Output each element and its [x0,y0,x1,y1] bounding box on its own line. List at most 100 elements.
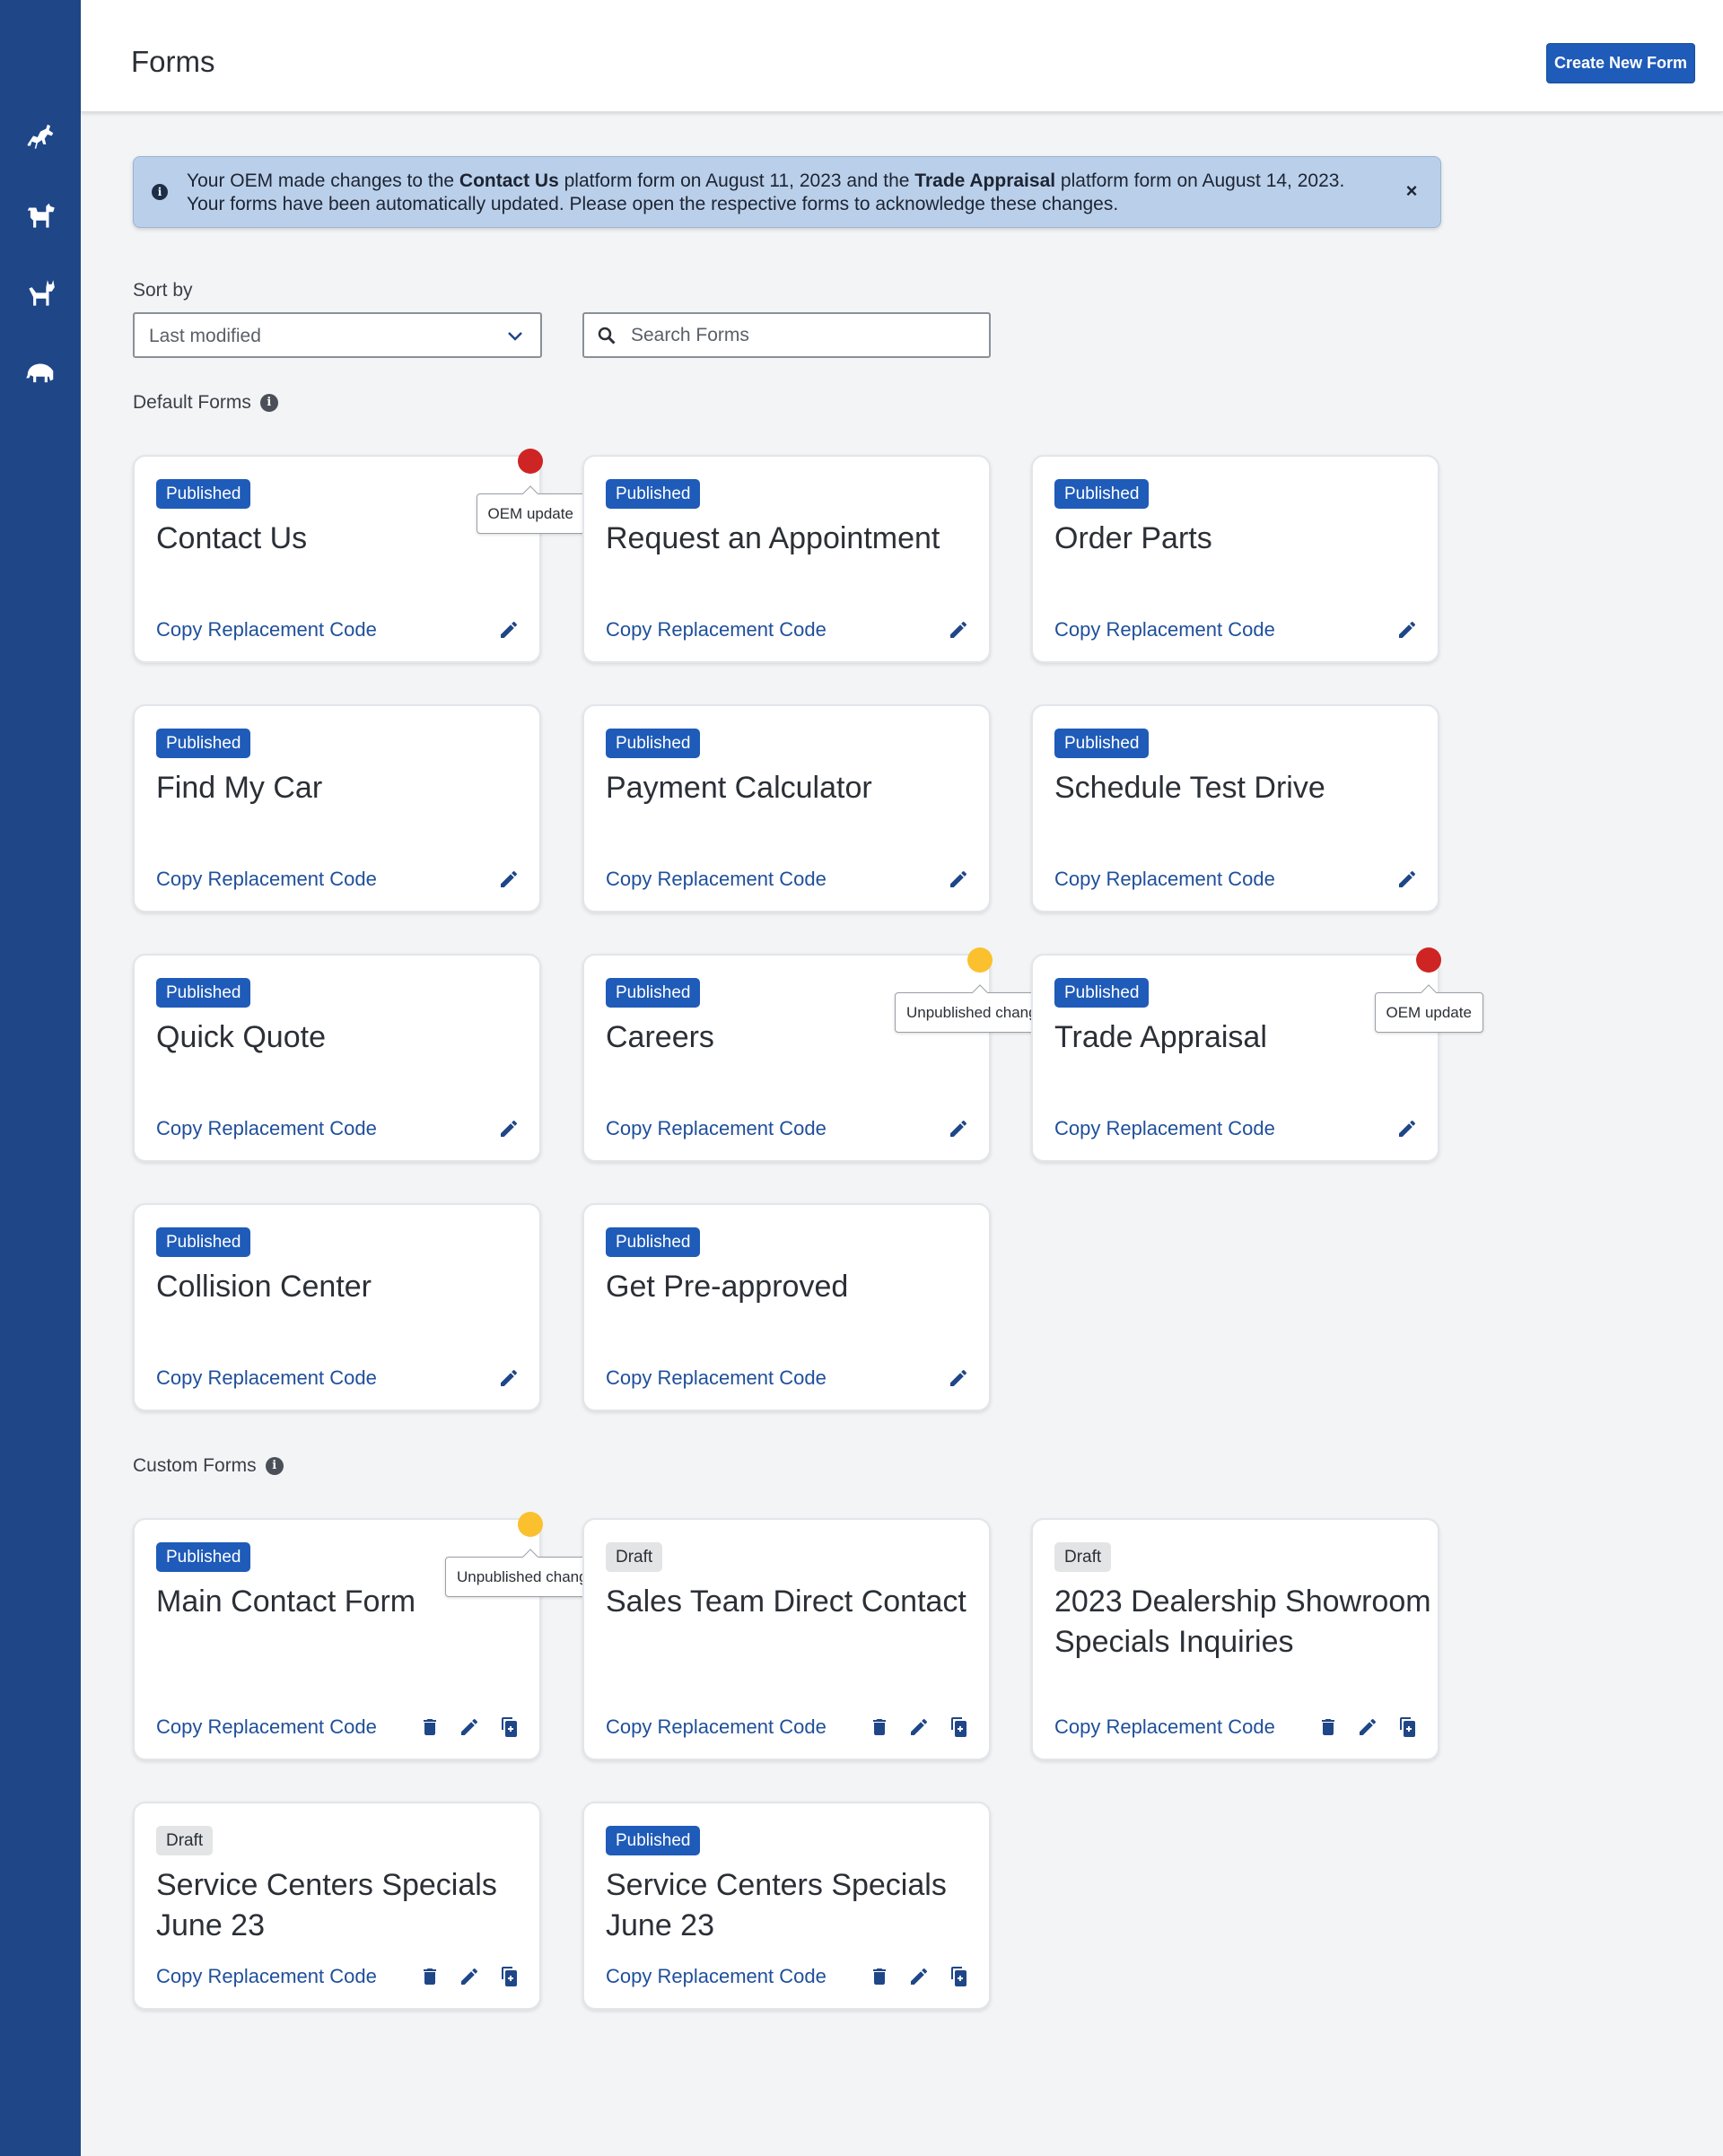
card-footer: Copy Replacement Code [156,1714,520,1741]
form-card[interactable]: Published Find My Car Copy Replacement Cod… [133,704,541,912]
form-card[interactable]: Published Get Pre-approved Copy Replacemen… [582,1203,991,1411]
unpublished-changes-dot[interactable] [967,947,993,973]
copy-replacement-code-link[interactable]: Copy Replacement Code [156,868,377,890]
oem-update-dot[interactable] [1416,947,1441,973]
form-title: Get Pre-approved [606,1270,849,1304]
status-badge: Published [156,1227,251,1257]
trash-icon[interactable] [419,1716,441,1738]
status-badge: Published [1054,978,1150,1008]
close-icon[interactable]: × [1405,179,1418,202]
pencil-icon[interactable] [948,1118,969,1139]
card-actions [419,1716,520,1738]
form-title: Service Centers Specials June 23 [606,1868,947,1942]
form-title: Order Parts [1054,521,1212,555]
duplicate-icon[interactable] [948,1716,969,1738]
form-card[interactable]: Published Trade Appraisal Copy Replacement… [1031,954,1439,1162]
pencil-icon[interactable] [459,1716,480,1738]
pencil-icon[interactable] [948,869,969,890]
copy-replacement-code-link[interactable]: Copy Replacement Code [1054,868,1275,890]
form-card[interactable]: Published Contact Us Copy Replacement Code [133,455,541,663]
duplicate-icon[interactable] [498,1966,520,1987]
pencil-icon[interactable] [1396,869,1418,890]
copy-replacement-code-link[interactable]: Copy Replacement Code [606,1366,827,1389]
form-title: Payment Calculator [606,771,872,805]
copy-replacement-code-link[interactable]: Copy Replacement Code [156,1965,377,1987]
card-footer: Copy Replacement Code [156,1365,520,1392]
status-badge: Published [1054,729,1150,758]
card-footer: Copy Replacement Code [1054,866,1418,893]
search-field[interactable] [582,312,991,358]
unpublished-changes-dot[interactable] [518,1512,543,1537]
trash-icon[interactable] [869,1966,890,1987]
status-badge: Published [606,1227,701,1257]
copy-replacement-code-link[interactable]: Copy Replacement Code [156,1715,377,1738]
sort-select[interactable]: Last modified [133,312,542,358]
form-card[interactable]: Published Order Parts Copy Replacement Cod… [1031,455,1439,663]
pencil-icon[interactable] [498,1367,520,1389]
duplicate-icon[interactable] [1396,1716,1418,1738]
form-card[interactable]: Draft Sales Team Direct Contact Copy Repla… [582,1518,991,1760]
pencil-icon[interactable] [498,869,520,890]
pencil-icon[interactable] [498,1118,520,1139]
form-title: Request an Appointment [606,521,940,555]
copy-replacement-code-link[interactable]: Copy Replacement Code [156,1366,377,1389]
section-title-text: Default Forms [133,392,251,413]
card-actions [1317,1716,1418,1738]
copy-replacement-code-link[interactable]: Copy Replacement Code [1054,1715,1275,1738]
form-card[interactable]: Published Careers Copy Replacement Code [582,954,991,1162]
form-card[interactable]: Published Payment Calculator Copy Replacem… [582,704,991,912]
form-title: Schedule Test Drive [1054,771,1325,805]
form-card[interactable]: Published Main Contact Form Copy Replaceme… [133,1518,541,1760]
info-icon[interactable]: i [265,1457,284,1475]
pencil-icon[interactable] [948,1367,969,1389]
copy-replacement-code-link[interactable]: Copy Replacement Code [1054,1117,1275,1139]
pencil-icon[interactable] [459,1966,480,1987]
info-icon[interactable]: i [259,394,278,412]
card-actions [498,1118,520,1139]
form-card[interactable]: Draft Service Centers Specials June 23 Cop… [133,1802,541,2010]
form-card[interactable]: Published Collision Center Copy Replacemen… [133,1203,541,1411]
trash-icon[interactable] [1317,1716,1339,1738]
pencil-icon[interactable] [908,1716,930,1738]
pencil-icon[interactable] [1357,1716,1378,1738]
form-card[interactable]: Draft 2023 Dealership Showroom Specials I… [1031,1518,1439,1760]
card-actions [948,619,969,641]
cat-icon[interactable] [20,274,61,315]
elephant-icon[interactable] [20,352,61,393]
pencil-icon[interactable] [948,619,969,641]
copy-replacement-code-link[interactable]: Copy Replacement Code [606,1965,827,1987]
sort-value: Last modified [149,326,261,346]
duplicate-icon[interactable] [948,1966,969,1987]
status-badge: Published [606,479,701,509]
pencil-icon[interactable] [1396,1118,1418,1139]
oem-update-dot[interactable] [518,449,543,474]
copy-replacement-code-link[interactable]: Copy Replacement Code [156,1117,377,1139]
copy-replacement-code-link[interactable]: Copy Replacement Code [606,868,827,890]
card-actions [498,619,520,641]
horse-icon[interactable] [20,117,61,158]
copy-replacement-code-link[interactable]: Copy Replacement Code [606,1715,827,1738]
form-card[interactable]: Published Service Centers Specials June 2… [582,1802,991,2010]
trash-icon[interactable] [419,1966,441,1987]
copy-replacement-code-link[interactable]: Copy Replacement Code [606,1117,827,1139]
status-badge: Draft [606,1542,663,1572]
create-new-form-button[interactable]: Create New Form [1546,43,1695,83]
status-badge: Published [156,978,251,1008]
copy-replacement-code-link[interactable]: Copy Replacement Code [606,618,827,641]
form-card[interactable]: Published Quick Quote Copy Replacement Cod… [133,954,541,1162]
card-footer: Copy Replacement Code [1054,616,1418,643]
pencil-icon[interactable] [498,619,520,641]
copy-replacement-code-link[interactable]: Copy Replacement Code [1054,618,1275,641]
form-card[interactable]: Published Schedule Test Drive Copy Replace… [1031,704,1439,912]
form-title: Collision Center [156,1270,372,1304]
trash-icon[interactable] [869,1716,890,1738]
form-card[interactable]: Published Request an Appointment Copy Repl… [582,455,991,663]
dog-icon[interactable] [20,196,61,237]
search-input[interactable] [631,321,981,350]
duplicate-icon[interactable] [498,1716,520,1738]
card-footer: Copy Replacement Code [156,1963,520,1990]
pencil-icon[interactable] [1396,619,1418,641]
copy-replacement-code-link[interactable]: Copy Replacement Code [156,618,377,641]
pencil-icon[interactable] [908,1966,930,1987]
status-badge: Published [1054,479,1150,509]
